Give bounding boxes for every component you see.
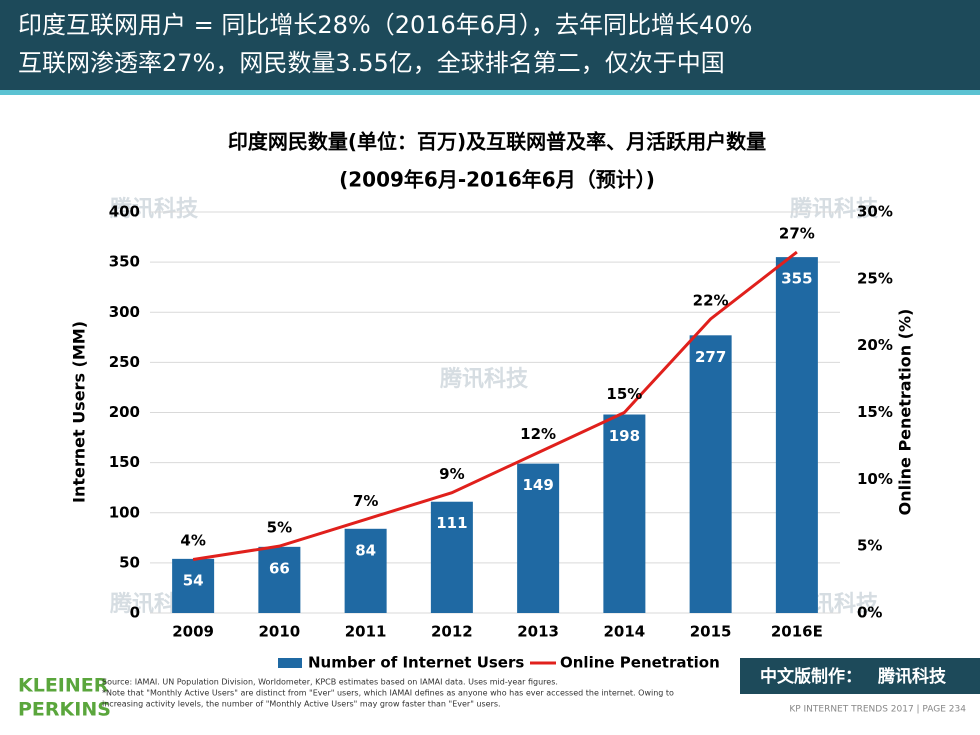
watermark: 腾讯科技 — [790, 197, 879, 222]
y2-tick-label: 10% — [857, 470, 893, 488]
y2-tick-label: 30% — [857, 203, 893, 221]
bar — [517, 463, 560, 613]
line-value-label: 5% — [267, 519, 292, 537]
line-value-label: 9% — [439, 465, 464, 483]
chart-subtitle: (2009年6月-2016年6月（预计）) — [339, 168, 655, 192]
y-tick-label: 300 — [109, 303, 140, 321]
y2-tick-label: 15% — [857, 403, 893, 421]
credit-box — [740, 658, 980, 694]
x-tick-label: 2009 — [172, 623, 214, 641]
x-tick-label: 2010 — [259, 623, 301, 641]
bar-value-label: 111 — [436, 514, 467, 532]
line-value-label: 12% — [520, 425, 556, 443]
bar-value-label: 66 — [269, 559, 290, 577]
source-note: *Note that "Monthly Active Users" are di… — [102, 689, 674, 698]
y-tick-label: 200 — [109, 403, 140, 421]
bar-value-label: 149 — [522, 476, 553, 494]
line-value-label: 4% — [180, 531, 205, 549]
logo: PERKINS — [18, 699, 111, 721]
y-tick-label: 150 — [109, 453, 140, 471]
watermark: 腾讯科技 — [440, 367, 529, 392]
x-tick-label: 2012 — [431, 623, 473, 641]
x-tick-label: 2011 — [345, 623, 387, 641]
credit-brand: 腾讯科技 — [878, 666, 947, 687]
y2-tick-label: 0% — [857, 604, 882, 622]
bar — [172, 558, 215, 613]
x-tick-label: 2013 — [517, 623, 559, 641]
y2-tick-label: 25% — [857, 269, 893, 287]
watermark: 腾讯科技 — [110, 197, 199, 222]
y-tick-label: 250 — [109, 353, 140, 371]
page-number: KP INTERNET TRENDS 2017 | PAGE 234 — [789, 705, 966, 715]
line-value-label: 15% — [606, 385, 642, 403]
y-tick-label: 400 — [109, 203, 140, 221]
y-tick-label: 350 — [109, 253, 140, 271]
line — [192, 250, 798, 562]
bar-value-label: 54 — [183, 571, 204, 589]
bar-value-label: 198 — [609, 427, 640, 445]
y-tick-label: 100 — [109, 503, 140, 521]
source-note: increasing activity levels, the number o… — [102, 700, 501, 709]
bar — [689, 335, 732, 613]
y2-tick-label: 5% — [857, 537, 882, 555]
bar — [344, 528, 387, 613]
chart-title: 印度网民数量(单位：百万)及互联网普及率、月活跃用户数量 — [228, 130, 766, 154]
header-line: 印度互联网用户 = 同比增长28%（2016年6月），去年同比增长40% — [18, 11, 752, 39]
header-line: 互联网渗透率27%，网民数量3.55亿，全球排名第二，仅次于中国 — [18, 49, 725, 77]
logo: KLEINER — [18, 675, 109, 697]
y-axis-label: Internet Users (MM) — [70, 321, 89, 503]
line-value-label: 22% — [693, 291, 729, 309]
legend-label: Number of Internet Users — [308, 654, 524, 672]
plot: 0 50 100 150 200 250 300 350 400 0% 5% 10% 15% 20% 25%… — [109, 203, 893, 672]
x-tick-label: 2016E — [771, 623, 823, 641]
source-note: Source: IAMAI. UN Population Division, W… — [102, 678, 558, 687]
legend-swatch — [278, 658, 302, 668]
y2-axis-label: Online Penetration (%) — [896, 309, 915, 516]
header-stripe — [0, 90, 980, 95]
bar — [430, 501, 473, 613]
y-tick-label: 50 — [119, 553, 140, 571]
bar-value-label: 277 — [695, 348, 726, 366]
x-tick-label: 2014 — [604, 623, 646, 641]
line-value-label: 27% — [779, 225, 815, 243]
legend-label: Online Penetration — [560, 654, 720, 672]
x-tick-label: 2015 — [690, 623, 732, 641]
credit: 中文版制作： — [760, 666, 862, 687]
bar — [775, 257, 818, 613]
y2-tick-label: 20% — [857, 336, 893, 354]
line-value-label: 7% — [353, 492, 378, 510]
y-tick-label: 0 — [130, 604, 140, 622]
bar — [258, 546, 301, 613]
bar-value-label: 355 — [781, 270, 812, 288]
bar — [603, 414, 646, 613]
header-band — [0, 0, 980, 90]
bar-value-label: 84 — [355, 541, 376, 559]
